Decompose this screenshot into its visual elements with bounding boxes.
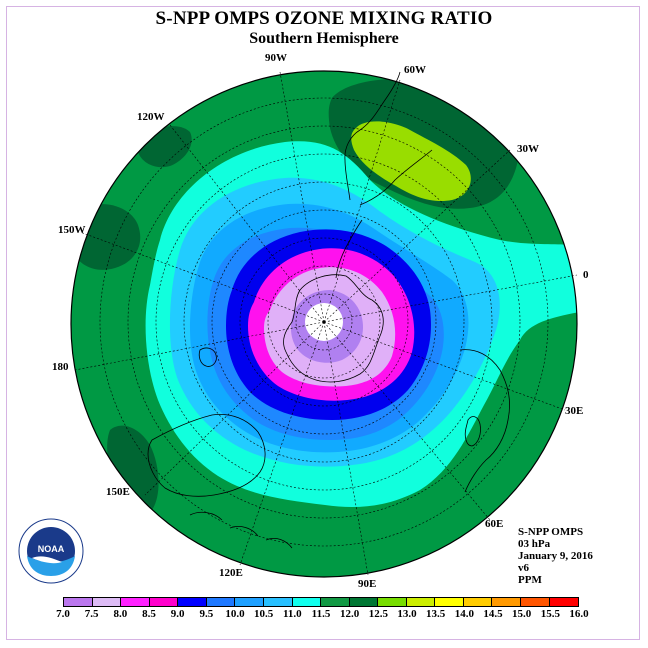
antarctic-peninsula-coast <box>335 219 363 279</box>
lon-label-30e: 30E <box>565 405 583 417</box>
color-scale-segment <box>406 598 436 606</box>
coastlines <box>147 71 510 549</box>
info-version: v6 <box>518 562 529 574</box>
map-subtitle: Southern Hemisphere <box>249 30 399 47</box>
color-scale-tick-label: 15.5 <box>540 608 560 620</box>
color-scale-segment <box>349 598 379 606</box>
color-scale-segment <box>521 598 550 606</box>
noaa-logo: NOAA <box>18 518 84 584</box>
color-scale-segment <box>235 598 264 606</box>
noaa-logo-text: NOAA <box>38 544 65 554</box>
color-scale-segment <box>549 598 579 606</box>
info-instrument: S-NPP OMPS <box>518 526 584 538</box>
color-scale-tick-label: 16.0 <box>569 608 589 620</box>
map-title: S-NPP OMPS OZONE MIXING RATIO <box>155 8 493 29</box>
indonesia-coast <box>189 511 293 549</box>
color-scale-tick-label: 11.0 <box>283 608 302 620</box>
color-scale-segment <box>321 598 350 606</box>
plot-frame <box>6 6 640 640</box>
color-scale-bar <box>63 597 579 607</box>
lon-label-180: 180 <box>52 361 69 373</box>
color-scale-tick-label: 13.0 <box>397 608 417 620</box>
color-scale-segment <box>178 598 207 606</box>
lon-label-60e: 60E <box>485 518 503 530</box>
color-scale-segment <box>92 598 122 606</box>
color-scale-segment <box>378 598 407 606</box>
color-scale-tick-label: 9.5 <box>199 608 214 620</box>
info-units: PPM <box>518 574 542 586</box>
color-scale-segment <box>263 598 293 606</box>
color-scale-labels: 7.0 7.5 8.0 8.5 9.0 9.5 10.0 10.5 11.0 11.5 12.0 12… <box>56 608 589 622</box>
latitude-circles <box>99 97 549 547</box>
color-scale-tick-label: 7.0 <box>56 608 70 620</box>
level-12-5-patch <box>351 121 471 202</box>
color-scale-segment <box>292 598 322 606</box>
color-scale-tick-label: 14.0 <box>454 608 474 620</box>
color-scale-segment <box>206 598 236 606</box>
color-scale-tick-label: 10.0 <box>225 608 245 620</box>
new-zealand-coast <box>198 347 217 367</box>
south-america-east-coast <box>359 149 433 206</box>
meridians <box>74 71 578 576</box>
lon-label-0: 0 <box>583 269 589 281</box>
product-info: S-NPP OMPS 03 hPa January 9, 2016 v6 PPM <box>518 526 593 586</box>
color-scale-tick-label: 15.0 <box>512 608 532 620</box>
color-scale-tick-label: 12.5 <box>368 608 388 620</box>
color-scale-tick-label: 7.5 <box>84 608 99 620</box>
south-pole-marker <box>322 320 326 324</box>
color-scale-segment <box>149 598 179 606</box>
contour-field <box>71 71 577 577</box>
africa-coast <box>459 349 510 493</box>
lon-label-150e: 150E <box>106 486 130 498</box>
info-level: 03 hPa <box>518 538 551 550</box>
lon-label-60w: 60W <box>404 64 426 76</box>
globe-outline <box>70 70 578 578</box>
color-scale-tick-label: 8.0 <box>113 608 128 620</box>
lon-label-30w: 30W <box>517 143 539 155</box>
lon-label-120w: 120W <box>137 111 165 123</box>
lon-label-90w: 90W <box>265 52 287 64</box>
color-scale-segment <box>435 598 464 606</box>
lon-label-90e: 90E <box>358 578 376 590</box>
color-scale-tick-label: 13.5 <box>426 608 446 620</box>
color-scale-segment <box>64 598 93 606</box>
madagascar-coast <box>464 416 481 447</box>
color-scale-segment <box>121 598 150 606</box>
color-scale-tick-label: 9.0 <box>170 608 185 620</box>
south-america-coast <box>344 71 401 201</box>
color-scale-segment <box>463 598 493 606</box>
info-date: January 9, 2016 <box>518 550 593 562</box>
color-scale-tick-label: 8.5 <box>142 608 156 620</box>
color-scale-tick-label: 14.5 <box>483 608 503 620</box>
australia-coast <box>147 413 266 497</box>
color-scale-segment <box>492 598 521 606</box>
color-scale-tick-label: 10.5 <box>254 608 274 620</box>
lon-label-150w: 150W <box>58 224 86 236</box>
color-scale-tick-label: 12.0 <box>340 608 360 620</box>
lon-label-120e: 120E <box>219 567 243 579</box>
color-scale-tick-label: 11.5 <box>311 608 331 620</box>
antarctica-coast <box>283 274 384 383</box>
